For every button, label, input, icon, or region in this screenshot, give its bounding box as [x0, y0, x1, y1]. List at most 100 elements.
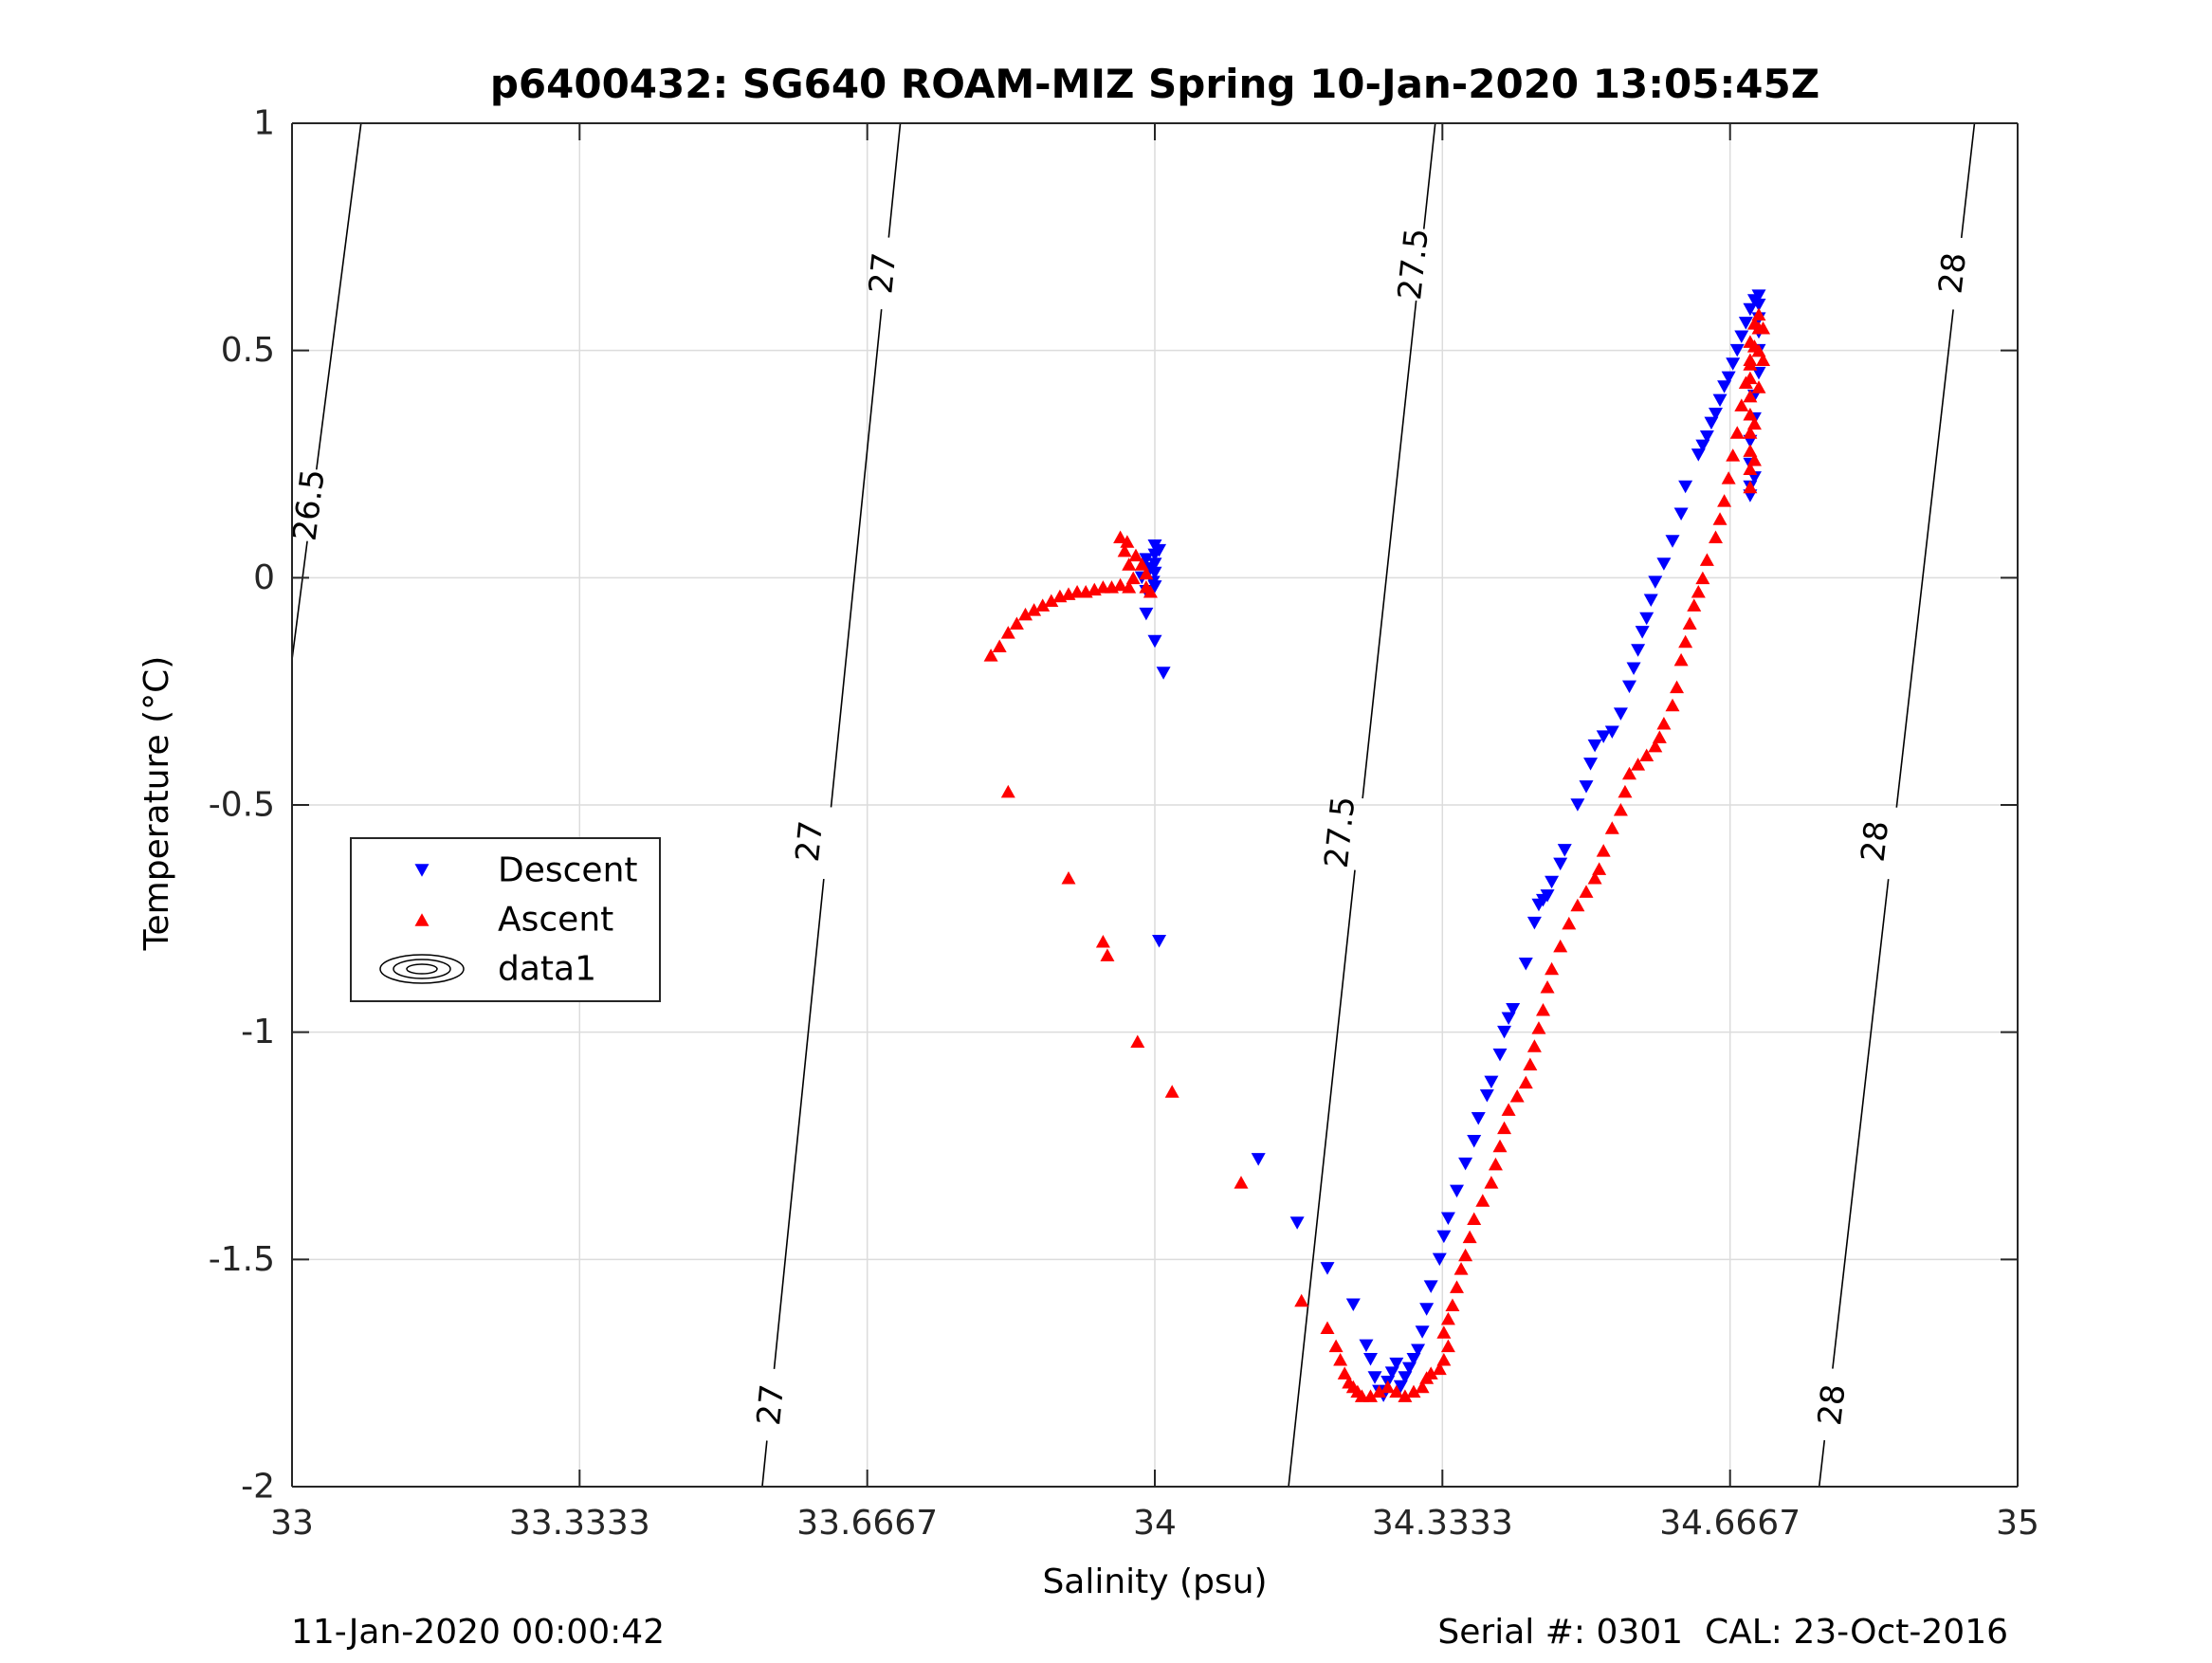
footer-timestamp: 11-Jan-2020 00:00:42 [291, 1613, 665, 1652]
descent-point [1139, 553, 1154, 566]
ascent-point [1691, 584, 1706, 598]
descent-point [1596, 730, 1611, 743]
ascent-point [1631, 758, 1646, 771]
ascent-point [1526, 1039, 1542, 1052]
descent-point [1432, 1252, 1447, 1267]
descent-point [1729, 343, 1745, 357]
descent-point [1320, 1262, 1335, 1275]
ascent-point [1164, 1085, 1179, 1098]
ascent-point [1139, 566, 1154, 580]
legend-contour-ring [379, 954, 465, 984]
descent-point [1712, 393, 1728, 408]
density-contours: 26.5 27 27 27 27.5 27.5 28 28 28 [286, 122, 1976, 1488]
descent-point [1251, 1153, 1266, 1166]
ascent-point [1467, 1212, 1482, 1225]
ascent-point [1743, 462, 1758, 476]
contour-segment [830, 309, 883, 808]
ascent-point [1673, 652, 1689, 667]
descent-point [1704, 416, 1719, 430]
descent-point [1717, 380, 1732, 393]
descent-point [1492, 1048, 1508, 1062]
contour-segment [773, 878, 825, 1369]
descent-point [1751, 289, 1766, 302]
descent-point [1419, 1303, 1435, 1316]
ascent-point [1665, 698, 1680, 712]
ascent-point [1450, 1280, 1464, 1293]
ascent-point [1743, 371, 1758, 385]
ascent-point [1712, 512, 1728, 525]
ascent-point [1699, 553, 1714, 566]
ascent-point [1682, 616, 1697, 630]
contour-label: 27 [789, 819, 831, 864]
legend-marker-ascent [414, 913, 430, 926]
descent-point [1139, 607, 1154, 621]
ascent-point [1398, 1389, 1413, 1402]
descent-point [1289, 1216, 1305, 1230]
legend: Descent Ascent data1 [350, 837, 661, 1002]
ascent-point [1497, 1121, 1512, 1135]
ascent-point [1717, 494, 1732, 507]
ascent-point [1130, 1034, 1145, 1049]
ascent-point [992, 639, 1007, 652]
ascent-point [1743, 408, 1758, 421]
ascent-point [1363, 1389, 1378, 1402]
legend-box [350, 837, 661, 1002]
descent-point [1384, 1366, 1399, 1380]
ascent-point [1337, 1366, 1352, 1380]
descent-point [1673, 507, 1689, 521]
ascent-point [1125, 571, 1141, 585]
x-tick-label: 33 [270, 1504, 314, 1543]
x-tick-label: 33.6667 [796, 1504, 938, 1543]
descent-point [1579, 780, 1594, 794]
descent-point [1570, 798, 1585, 812]
descent-point [1147, 580, 1162, 594]
ascent-point [1453, 1262, 1469, 1275]
ascent-point [1734, 398, 1749, 411]
descent-point [1363, 1353, 1378, 1366]
ascent-point [1678, 634, 1693, 649]
ascent-point [1540, 979, 1555, 994]
descent-point [1415, 1325, 1430, 1339]
descent-point [1467, 1134, 1482, 1148]
contour-segment [1362, 301, 1417, 799]
ascent-point [1687, 598, 1702, 612]
y-tick-label: 1 [253, 104, 275, 143]
descent-point [1497, 1025, 1512, 1039]
descent-point [1401, 1361, 1417, 1376]
ascent-point [1462, 1230, 1477, 1244]
ascent-point [1492, 1139, 1508, 1153]
ascent-point [1670, 680, 1685, 694]
ascent-point [1523, 1057, 1538, 1070]
contour-segment [291, 540, 308, 660]
series-ascent [983, 307, 1771, 1402]
data-points [983, 289, 1771, 1402]
ascent-point [1122, 580, 1137, 594]
ascent-point [1061, 870, 1076, 885]
ascent-point [1440, 1311, 1455, 1325]
y-tick-label: -2 [241, 1468, 275, 1507]
ascent-point [1729, 426, 1745, 439]
contour-segment [761, 1440, 768, 1488]
descent-point [1393, 1380, 1408, 1394]
ascent-point [1518, 1075, 1533, 1089]
x-tick-label: 33.3333 [509, 1504, 650, 1543]
descent-point [1526, 916, 1542, 930]
contour-label: 26.5 [286, 467, 333, 543]
y-axis-label: Temperature (°C) [137, 656, 176, 952]
ascent-point [1406, 1384, 1421, 1398]
x-tick-label: 34.6667 [1659, 1504, 1801, 1543]
ascent-point [1333, 1353, 1348, 1366]
legend-label-descent: Descent [498, 851, 638, 890]
descent-point [1635, 626, 1650, 639]
x-tick-label: 34.3333 [1372, 1504, 1513, 1543]
descent-point [1734, 330, 1749, 344]
y-tick-label: 0 [253, 558, 275, 597]
ascent-point [1143, 584, 1158, 598]
ascent-point [1622, 766, 1636, 780]
ascent-point [1613, 803, 1628, 816]
ascent-point [1721, 471, 1736, 484]
descent-point [1545, 875, 1560, 889]
contour-segment [1422, 122, 1436, 229]
